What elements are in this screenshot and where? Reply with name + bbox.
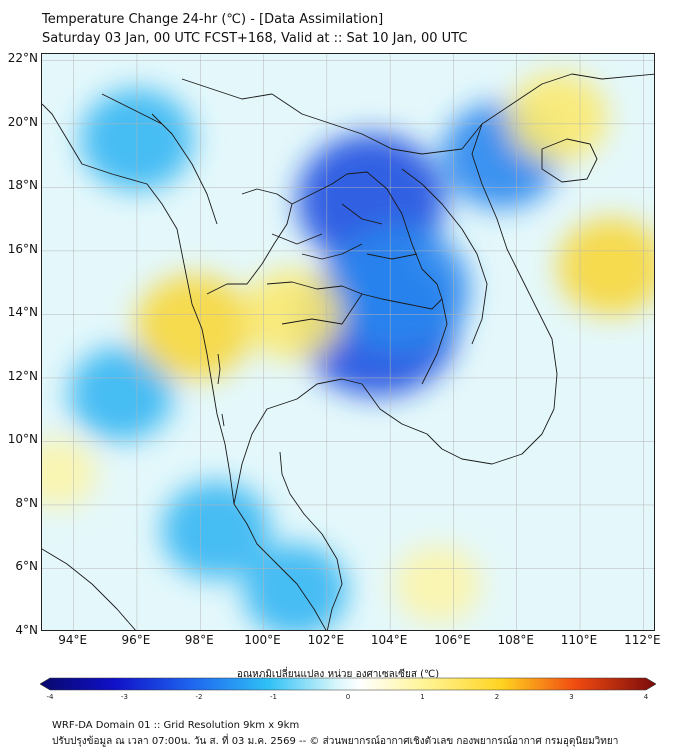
longitude-tick-label: 102°E <box>307 633 345 647</box>
latitude-tick-label: 22°N <box>7 51 38 66</box>
latitude-tick-label: 10°N <box>7 432 38 447</box>
field-blob-cold-malay-north <box>161 481 271 580</box>
longitude-tick-label: 98°E <box>184 633 214 647</box>
china-border <box>271 93 483 155</box>
laos-vietnam-border <box>401 168 488 345</box>
colorbar-tick-label: 1 <box>420 693 425 701</box>
longitude-tick-label: 112°E <box>624 633 661 647</box>
cambodia-vietnam-south-coast <box>426 408 555 465</box>
gulf-of-thailand-coast <box>233 378 428 505</box>
thai-provinces-b <box>271 203 418 260</box>
latitude-tick-label: 16°N <box>7 241 38 256</box>
colorbar <box>40 677 656 691</box>
thailand-cambodia-border <box>361 293 448 385</box>
chart-subtitle: Saturday 03 Jan, 00 UTC FCST+168, Valid … <box>42 31 468 46</box>
colorbar-tick-label: -1 <box>270 693 277 701</box>
model-info: WRF-DA Domain 01 :: Grid Resolution 9km … <box>52 720 300 731</box>
colorbar-label: อุณหภูมิเปลี่ยนแปลง หน่วย องศาเซลเซียส (… <box>236 669 440 680</box>
longitude-tick-label: 108°E <box>497 633 534 647</box>
longitude-tick-label: 94°E <box>58 633 88 647</box>
longitude-tick-label: 104°E <box>370 633 408 647</box>
chart-title: Temperature Change 24-hr (℃) - [Data Ass… <box>42 12 384 27</box>
colorbar-tick-label: -4 <box>46 693 54 701</box>
latitude-tick-label: 4°N <box>15 623 38 637</box>
colorbar-tick-label: 0 <box>345 693 351 701</box>
andaman-nicobar-islands <box>217 353 225 427</box>
map-panel[interactable] <box>41 53 655 631</box>
colorbar-tick-label: 2 <box>494 693 500 701</box>
colorbar-tick-label: 4 <box>643 693 649 701</box>
temperature-change-map[interactable] <box>42 54 655 631</box>
field-blob-cold-malay-south <box>243 543 348 630</box>
latitude-tick-label: 20°N <box>7 114 38 129</box>
latitude-tick-label: 12°N <box>7 368 38 383</box>
latitude-tick-label: 8°N <box>15 495 38 510</box>
coastlines-and-borders <box>42 73 654 630</box>
malay-peninsula-coast <box>233 503 327 630</box>
colorbar-tick-label: 3 <box>569 693 574 701</box>
field-blob-warm-myanmar-south <box>135 274 253 380</box>
field-blob-warm-far-southwest <box>42 438 97 509</box>
longitude-tick-label: 96°E <box>121 633 151 647</box>
myanmar-internal-borders <box>101 78 273 225</box>
malay-east-coast <box>279 451 343 630</box>
longitude-tick-label: 106°E <box>434 633 471 647</box>
vietnam-east-coast <box>471 73 654 410</box>
myanmar-coastline <box>42 103 235 505</box>
hainan-island <box>541 138 598 183</box>
field-blob-warm-vietnam-central-sea <box>557 218 654 316</box>
latitude-tick-label: 14°N <box>7 305 38 320</box>
colorbar-ramp <box>40 677 656 691</box>
field-blob-cold-andaman <box>69 347 174 441</box>
field-blob-warm-south-china-sea <box>394 545 481 624</box>
colorbar-tick-label: -2 <box>195 693 203 701</box>
credit-line: ปรับปรุงข้อมูล ณ เวลา 07:00น. วัน ส. ที่… <box>52 736 619 747</box>
field-blob-cold-thailand-east <box>330 226 470 352</box>
latitude-tick-label: 6°N <box>15 559 38 574</box>
temperature-field-layer <box>42 72 654 630</box>
thai-provinces-a <box>266 243 363 325</box>
field-blob-warm-vietnam-north <box>508 72 608 163</box>
latitude-tick-label: 18°N <box>7 178 38 193</box>
longitude-tick-label: 100°E <box>244 633 281 647</box>
graticule <box>42 54 654 630</box>
sumatra-north-coast <box>42 548 136 630</box>
colorbar-tick-label: -3 <box>121 693 128 701</box>
thailand-laos-border <box>291 171 443 300</box>
thailand-myanmar-border <box>206 188 293 295</box>
longitude-tick-label: 110°E <box>560 633 598 647</box>
